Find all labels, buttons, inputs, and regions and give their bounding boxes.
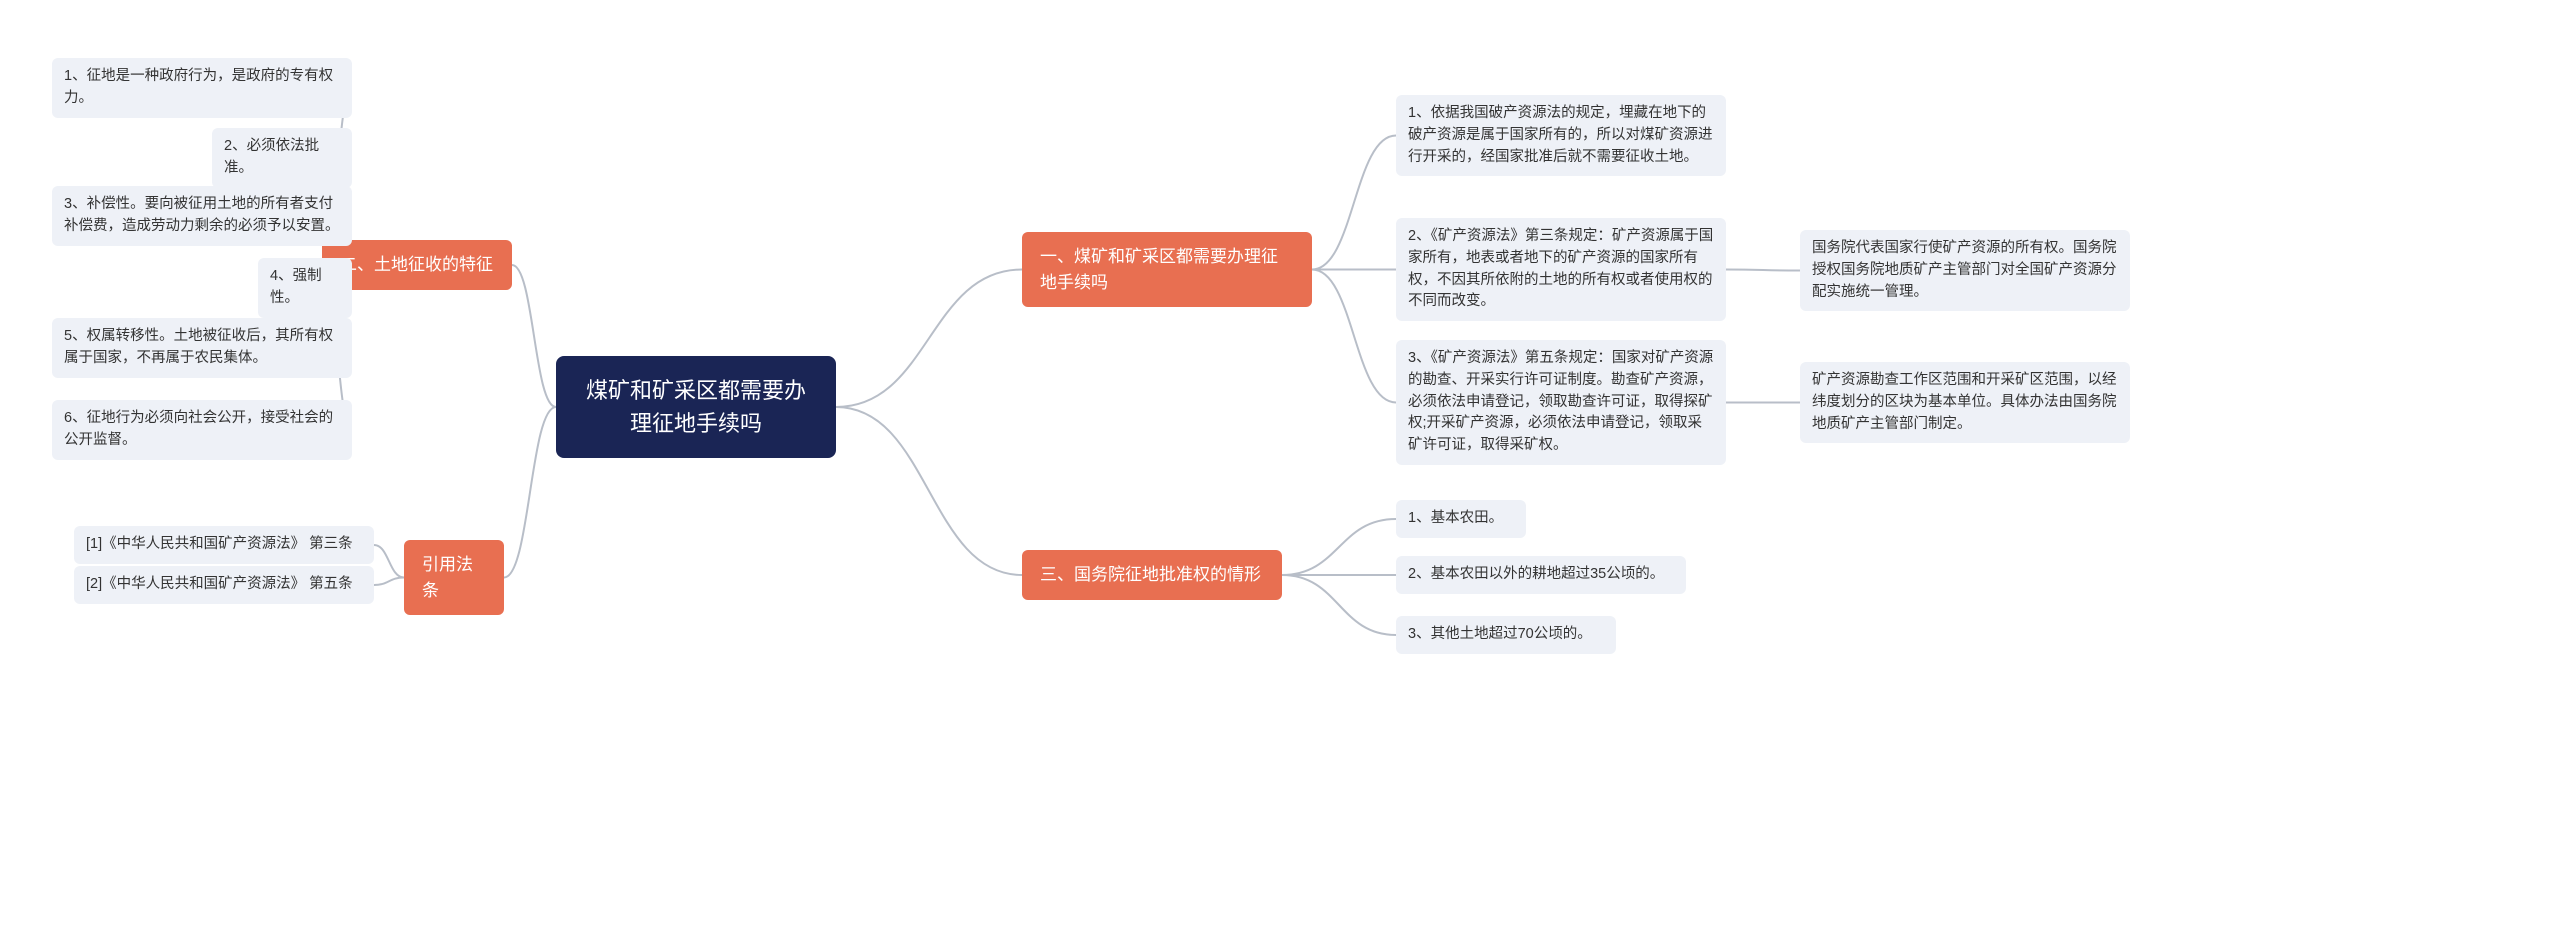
leaf-b2_2: 2、必须依法批准。: [212, 128, 352, 188]
leaf-b3_1: 1、基本农田。: [1396, 500, 1526, 538]
leaf-b2_6: 6、征地行为必须向社会公开，接受社会的公开监督。: [52, 400, 352, 460]
leaf-b1_3a: 矿产资源勘查工作区范围和开采矿区范围，以经纬度划分的区块为基本单位。具体办法由国…: [1800, 362, 2130, 443]
connector: [1312, 136, 1396, 270]
root-node: 煤矿和矿采区都需要办理征地手续吗: [556, 356, 836, 458]
connector: [512, 265, 556, 407]
leaf-b2_3: 3、补偿性。要向被征用土地的所有者支付补偿费，造成劳动力剩余的必须予以安置。: [52, 186, 352, 246]
leaf-b4_1: [1]《中华人民共和国矿产资源法》 第三条: [74, 526, 374, 564]
leaf-b1_2: 2、《矿产资源法》第三条规定：矿产资源属于国家所有，地表或者地下的矿产资源的国家…: [1396, 218, 1726, 321]
connector: [1726, 270, 1800, 271]
leaf-b2_1: 1、征地是一种政府行为，是政府的专有权力。: [52, 58, 352, 118]
leaf-b4_2: [2]《中华人民共和国矿产资源法》 第五条: [74, 566, 374, 604]
leaf-b1_1: 1、依据我国破产资源法的规定，埋藏在地下的破产资源是属于国家所有的，所以对煤矿资…: [1396, 95, 1726, 176]
leaf-b2_4: 4、强制性。: [258, 258, 352, 318]
leaf-b1_3: 3、《矿产资源法》第五条规定：国家对矿产资源的勘查、开采实行许可证制度。勘查矿产…: [1396, 340, 1726, 465]
leaf-b2_5: 5、权属转移性。土地被征收后，其所有权属于国家，不再属于农民集体。: [52, 318, 352, 378]
connector: [1312, 270, 1396, 403]
connector-layer: [0, 0, 2560, 927]
branch-b4: 引用法条: [404, 540, 504, 615]
connector: [1282, 575, 1396, 635]
branch-b1: 一、煤矿和矿采区都需要办理征地手续吗: [1022, 232, 1312, 307]
connector: [374, 578, 404, 586]
leaf-b1_2a: 国务院代表国家行使矿产资源的所有权。国务院授权国务院地质矿产主管部门对全国矿产资…: [1800, 230, 2130, 311]
connector: [836, 270, 1022, 408]
connector: [1282, 519, 1396, 575]
branch-b3: 三、国务院征地批准权的情形: [1022, 550, 1282, 600]
connector: [504, 407, 556, 578]
leaf-b3_3: 3、其他土地超过70公顷的。: [1396, 616, 1616, 654]
connector: [374, 545, 404, 578]
connector: [836, 407, 1022, 575]
leaf-b3_2: 2、基本农田以外的耕地超过35公顷的。: [1396, 556, 1686, 594]
